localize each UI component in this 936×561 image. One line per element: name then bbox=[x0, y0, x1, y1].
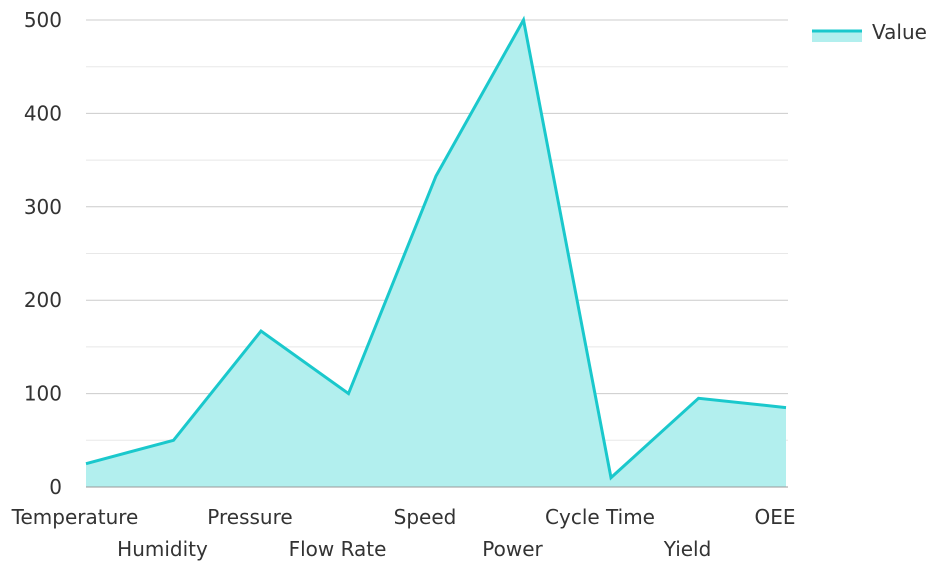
series-area bbox=[85, 15, 787, 487]
legend-label-value: Value bbox=[872, 20, 927, 44]
legend: Value bbox=[812, 20, 927, 44]
y-tick-label: 200 bbox=[24, 288, 62, 312]
y-axis-ticks: 0 100 200 300 400 500 bbox=[24, 8, 62, 499]
y-tick-label: 500 bbox=[24, 8, 62, 32]
y-tick-label: 100 bbox=[24, 382, 62, 406]
legend-swatch bbox=[812, 30, 862, 42]
y-tick-label: 400 bbox=[24, 101, 62, 125]
x-tick-label: OEE bbox=[754, 505, 795, 529]
x-tick-label: Speed bbox=[394, 505, 457, 529]
x-tick-label: Temperature bbox=[11, 505, 139, 529]
series-line bbox=[85, 15, 787, 481]
y-tick-label: 300 bbox=[24, 195, 62, 219]
x-tick-label: Humidity bbox=[117, 537, 208, 561]
x-tick-label: Cycle Time bbox=[545, 505, 655, 529]
x-axis-ticks: Temperature Humidity Pressure Flow Rate Spee… bbox=[11, 505, 796, 561]
series-area-fill bbox=[86, 20, 786, 487]
y-tick-label: 0 bbox=[49, 475, 62, 499]
x-tick-label: Yield bbox=[663, 537, 712, 561]
x-tick-label: Power bbox=[482, 537, 543, 561]
x-tick-label: Pressure bbox=[207, 505, 292, 529]
x-tick-label: Flow Rate bbox=[289, 537, 387, 561]
